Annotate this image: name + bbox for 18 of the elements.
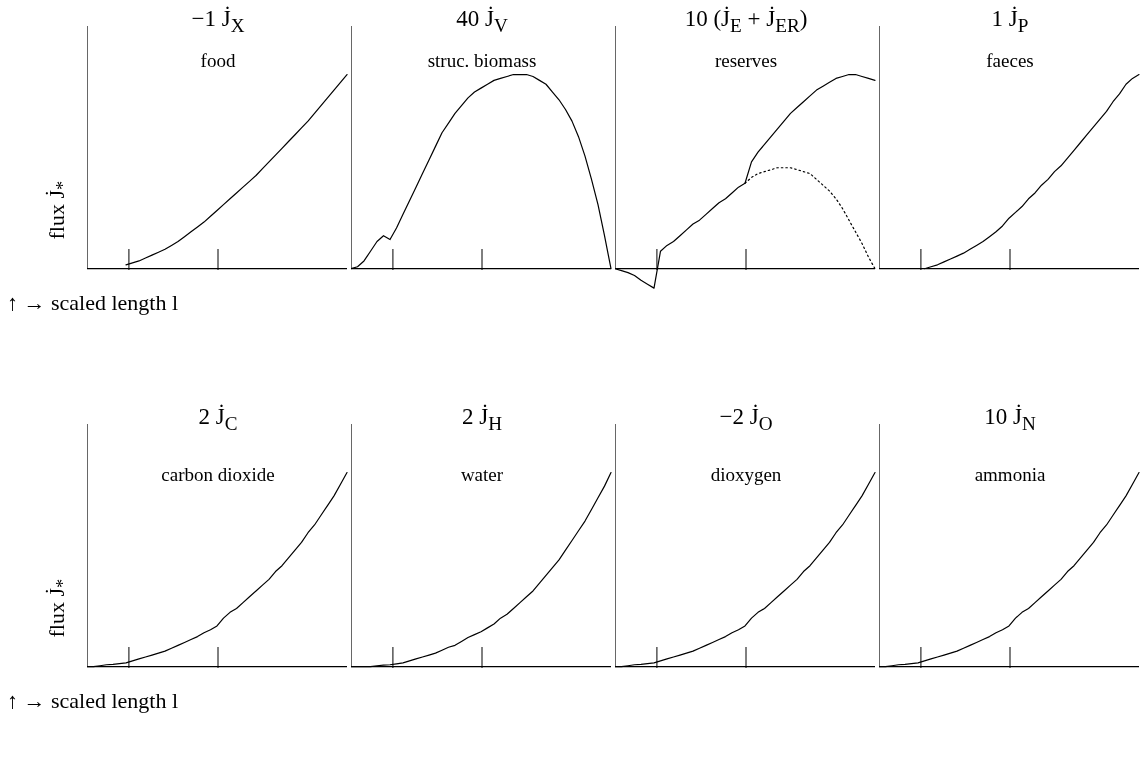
chart-title: 10 J̇$_{N}$ bbox=[983, 404, 1037, 435]
chart-title: 10 (J̇$_{E}$ + J̇$_{E}$$_{R}$) bbox=[683, 6, 809, 37]
chart-title: −1 J̇$_{X}$ bbox=[190, 6, 246, 37]
chart-subtitle: water bbox=[459, 464, 505, 486]
chart-title: 2 J̇$_{H}$ bbox=[460, 404, 503, 435]
x-axis-title: ↑ → scaled length l bbox=[7, 687, 179, 714]
chart-subtitle: food bbox=[199, 50, 237, 72]
chart-subtitle: reserves bbox=[713, 50, 779, 72]
chart-subtitle: carbon dioxide bbox=[160, 464, 276, 486]
chart-subtitle: dioxygen bbox=[709, 464, 783, 486]
chart-title: −2 J̇$_{O}$ bbox=[718, 404, 774, 435]
chart-title: 1 J̇$_{P}$ bbox=[990, 6, 1030, 37]
chart-subtitle: faeces bbox=[985, 50, 1035, 72]
x-axis-title: ↑ → scaled length l bbox=[7, 289, 179, 316]
chart-subtitle: struc. biomass bbox=[426, 50, 538, 72]
chart-subtitle: ammonia bbox=[973, 464, 1047, 486]
chart-title: 40 J̇$_{V}$ bbox=[455, 6, 509, 37]
chart-title: 2 J̇$_{C}$ bbox=[197, 404, 239, 435]
